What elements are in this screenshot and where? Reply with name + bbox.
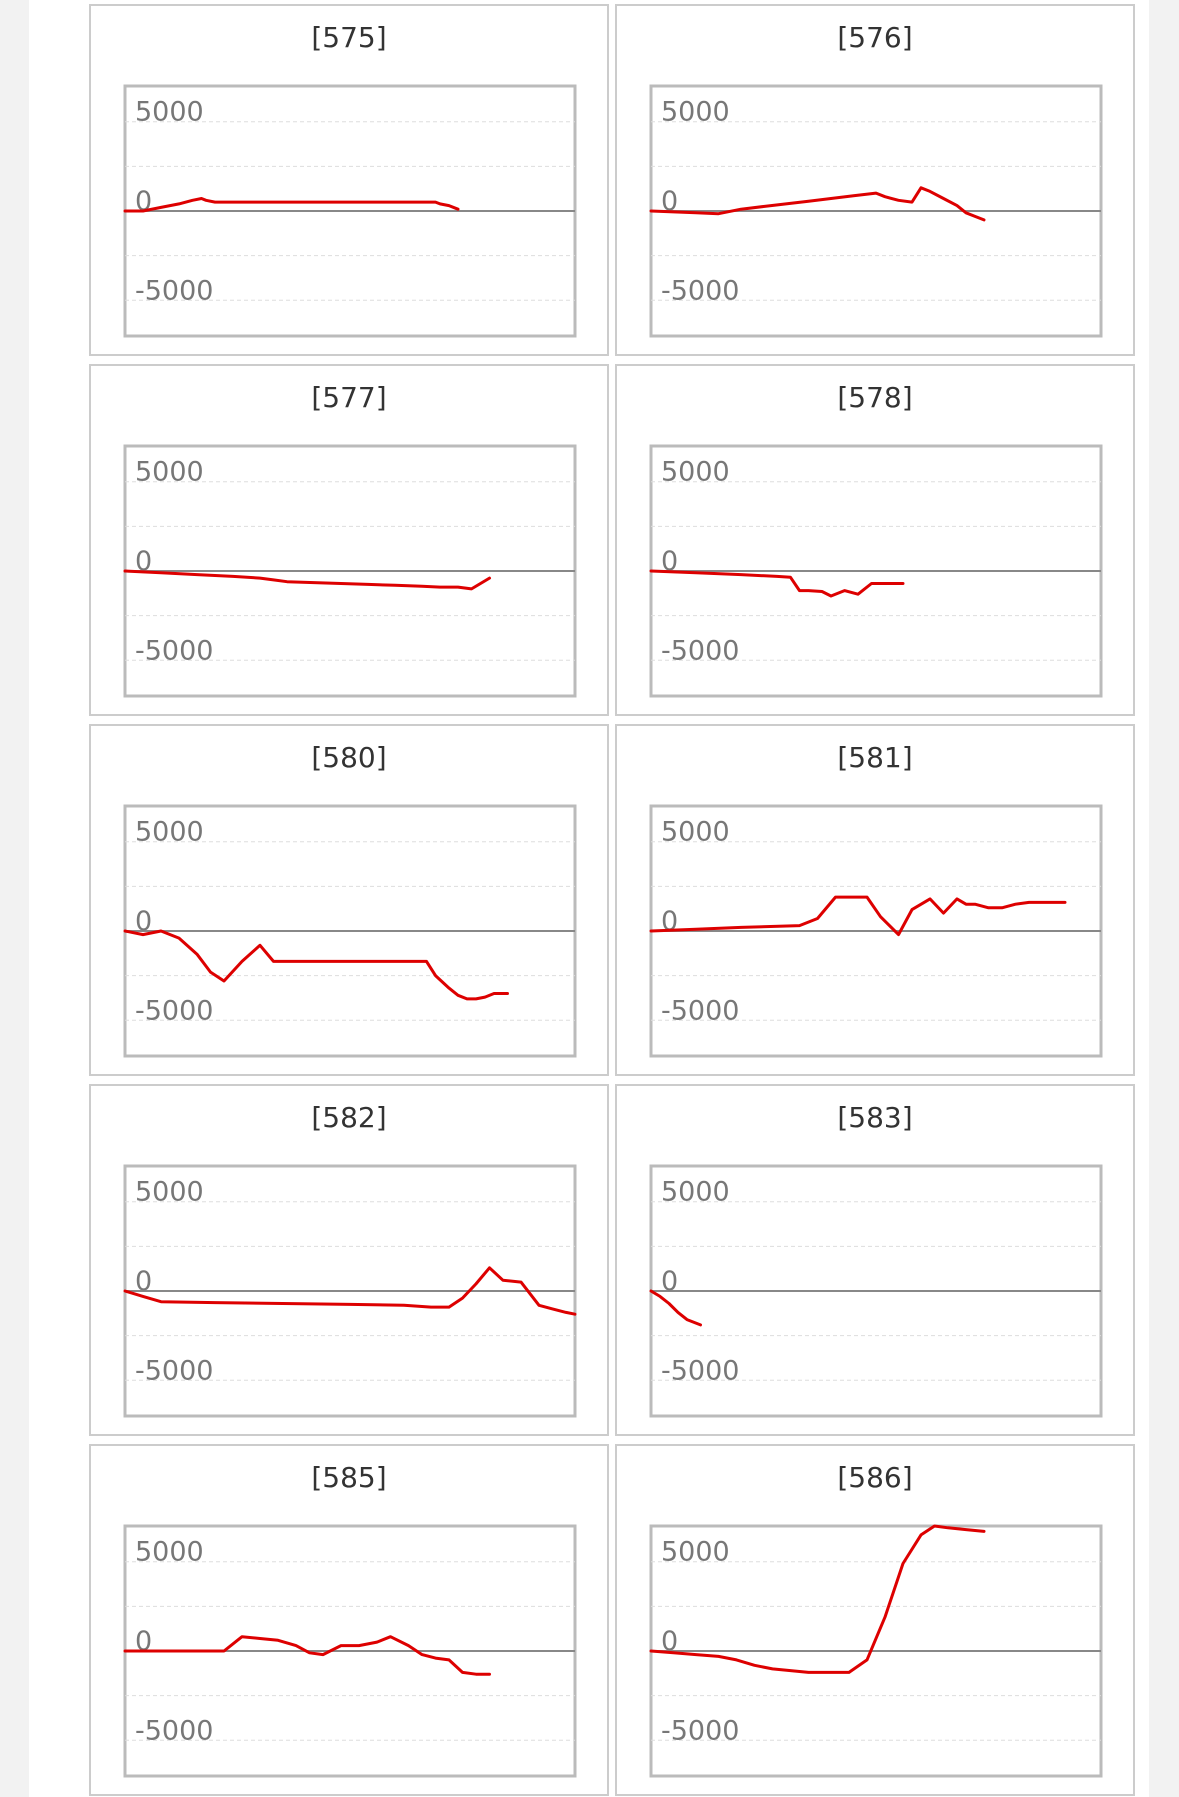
y-tick-label: 0 [661,1626,678,1657]
gridlines [125,121,575,301]
chart-panel: [586] 5000 0 -5000 [615,1444,1135,1796]
gridlines [651,1561,1101,1741]
line-chart: 5000 0 -5000 [649,444,1103,698]
y-tick-label: -5000 [661,995,739,1026]
y-tick-label: -5000 [661,1355,739,1386]
chart-panel: [577] 5000 0 -5000 [89,364,609,716]
gridlines [125,1561,575,1741]
gridlines [651,841,1101,1021]
chart-panel: [576] 5000 0 -5000 [615,4,1135,356]
chart-title: [577] [311,381,387,414]
y-tick-label: 5000 [135,97,204,128]
series-line [649,895,1067,937]
chart-panel: [575] 5000 0 -5000 [89,4,609,356]
y-tick-label: 5000 [661,1177,730,1208]
line-chart: 5000 0 -5000 [649,1524,1103,1778]
chart-panel: [580] 5000 0 -5000 [89,724,609,1076]
y-tick-label: -5000 [661,1715,739,1746]
y-tick-label: 5000 [135,1537,204,1568]
page: [575] 5000 0 -5000 [576] 5000 0 -5000 [577] 5000 0… [29,0,1149,1797]
chart-title: [583] [837,1101,913,1134]
gridlines [651,1201,1101,1381]
chart-panel: [582] 5000 0 -5000 [89,1084,609,1436]
y-tick-label: -5000 [135,275,213,306]
series-line [123,1635,491,1676]
y-tick-label: 5000 [135,457,204,488]
series-line [123,929,509,1001]
series-line [123,1266,577,1316]
chart-title: [576] [837,21,913,54]
line-chart: 5000 0 -5000 [649,804,1103,1058]
chart-title: [575] [311,21,387,54]
y-tick-label: -5000 [661,635,739,666]
series-line [649,1289,702,1327]
chart-panel: [581] 5000 0 -5000 [615,724,1135,1076]
y-tick-label: -5000 [135,995,213,1026]
gridlines [125,1201,575,1381]
chart-title: [585] [311,1461,387,1494]
y-tick-label: 0 [661,1266,678,1297]
chart-panel: [583] 5000 0 -5000 [615,1084,1135,1436]
chart-grid: [575] 5000 0 -5000 [576] 5000 0 -5000 [577] 5000 0… [89,4,1135,1797]
chart-title: [580] [311,741,387,774]
y-tick-label: 0 [135,906,152,937]
series-line [123,197,460,213]
series-line [649,186,986,222]
y-tick-label: 5000 [135,1177,204,1208]
line-chart: 5000 0 -5000 [123,1164,577,1418]
line-chart: 5000 0 -5000 [123,1524,577,1778]
y-tick-label: 0 [661,906,678,937]
y-tick-label: 0 [135,1626,152,1657]
y-tick-label: 0 [661,186,678,217]
chart-title: [582] [311,1101,387,1134]
line-chart: 5000 0 -5000 [649,1164,1103,1418]
y-tick-label: 5000 [661,457,730,488]
y-tick-label: 5000 [135,817,204,848]
y-tick-label: -5000 [135,635,213,666]
gridlines [651,121,1101,301]
series-line [123,569,491,591]
y-tick-label: 0 [135,1266,152,1297]
chart-title: [578] [837,381,913,414]
y-tick-label: 5000 [661,817,730,848]
line-chart: 5000 0 -5000 [123,444,577,698]
gridlines [125,481,575,661]
y-tick-label: -5000 [135,1355,213,1386]
y-tick-label: 0 [661,546,678,577]
y-tick-label: -5000 [661,275,739,306]
y-tick-label: -5000 [135,1715,213,1746]
chart-panel: [585] 5000 0 -5000 [89,1444,609,1796]
line-chart: 5000 0 -5000 [123,804,577,1058]
chart-title: [581] [837,741,913,774]
y-tick-label: 0 [135,546,152,577]
y-tick-label: 5000 [661,1537,730,1568]
line-chart: 5000 0 -5000 [649,84,1103,338]
series-line [649,569,905,598]
gridlines [125,841,575,1021]
series-line [649,1524,986,1674]
chart-panel: [578] 5000 0 -5000 [615,364,1135,716]
y-tick-label: 5000 [661,97,730,128]
gridlines [651,481,1101,661]
chart-title: [586] [837,1461,913,1494]
